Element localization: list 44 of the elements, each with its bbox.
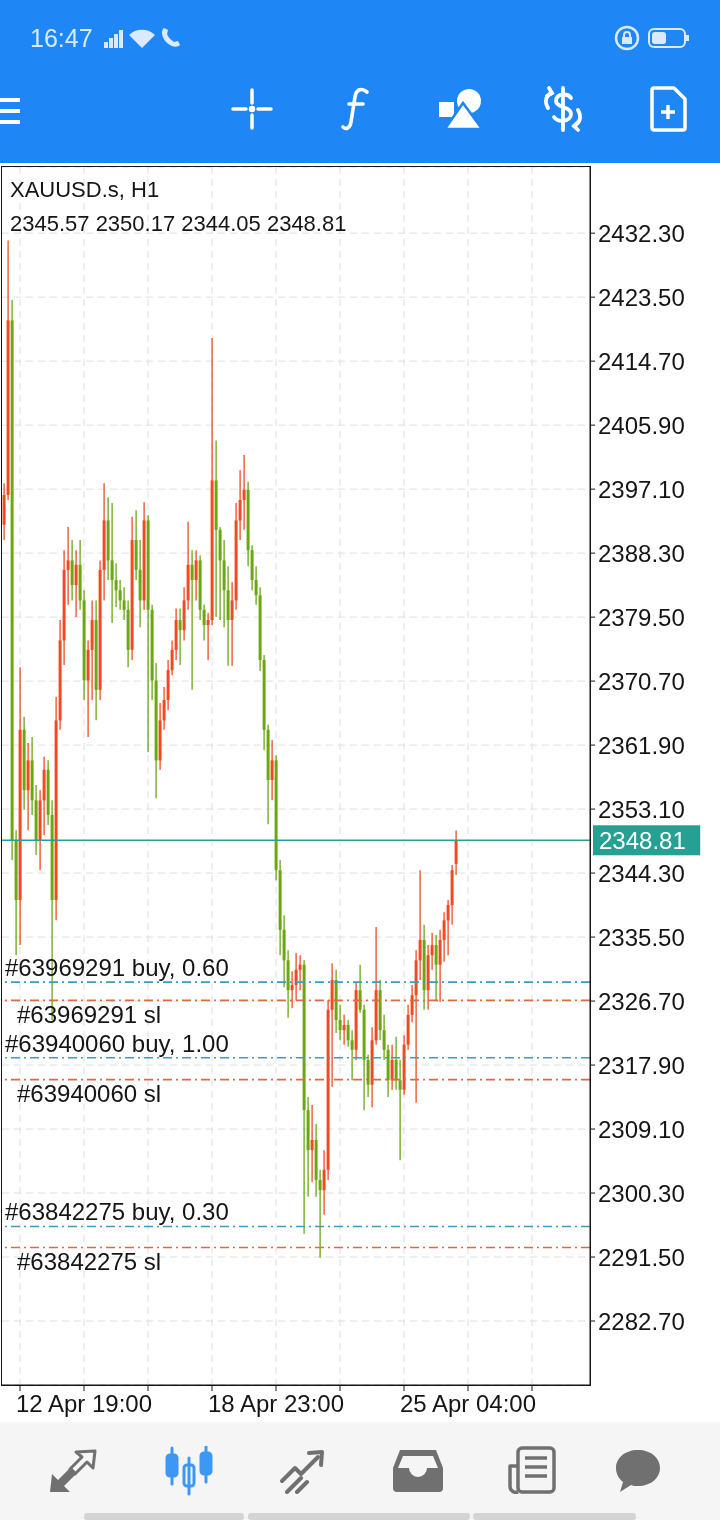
- y-tick-label: 2414.70: [598, 347, 685, 375]
- candlestick: [310, 1104, 314, 1183]
- y-tick-label: 2344.30: [598, 859, 685, 887]
- y-tick-label: 2282.70: [598, 1307, 685, 1335]
- y-tick-label: 2317.90: [598, 1051, 685, 1079]
- y-tick-label: 2335.50: [598, 923, 685, 951]
- candlestick: [434, 934, 438, 1001]
- text: XAUUSD.s, H1: [10, 177, 160, 203]
- candlestick: [190, 549, 194, 691]
- ref-line-label: #63940060 sl: [17, 1079, 162, 1107]
- x-tick-label: 12 Apr 19:00: [15, 1389, 153, 1417]
- y-tick-label: 2353.10: [598, 795, 685, 823]
- y-tick-label: 2379.50: [598, 603, 685, 631]
- y-tick-label: 2309.10: [598, 1115, 685, 1143]
- candlestick: [390, 1044, 394, 1091]
- candlestick: [342, 1014, 346, 1046]
- text: 2345.57 2350.17 2344.05 2348.81: [10, 211, 347, 237]
- text: 16:47: [30, 23, 93, 53]
- y-tick-label: 2291.50: [598, 1243, 685, 1271]
- candlestick: [298, 954, 302, 991]
- ref-line-label: #63940060 buy, 1.00: [5, 1029, 229, 1057]
- candlestick: [270, 739, 274, 802]
- x-tick-label: 18 Apr 23:00: [207, 1389, 345, 1417]
- candlestick: [398, 1059, 402, 1161]
- y-tick-label: 2405.90: [598, 411, 685, 439]
- y-tick-label: 2326.70: [598, 987, 685, 1015]
- candlestick: [110, 502, 114, 624]
- ref-line-label: #63842275 buy, 0.30: [5, 1198, 229, 1226]
- ref-line-label: #63842275 sl: [17, 1247, 162, 1275]
- candlestick: [242, 454, 246, 531]
- y-tick-label: 2397.10: [598, 475, 685, 503]
- y-tick-label: 2388.30: [598, 539, 685, 567]
- candlestick: [178, 607, 182, 666]
- candlestick: [350, 1029, 354, 1081]
- y-tick-label: 2423.50: [598, 283, 685, 311]
- candlestick: [74, 549, 78, 618]
- y-tick-label: 2300.30: [598, 1179, 685, 1207]
- y-tick-label: 2370.70: [598, 667, 685, 695]
- candlestick: [114, 562, 118, 608]
- y-tick-label: 2361.90: [598, 731, 685, 759]
- candlestick: [194, 549, 198, 602]
- x-tick-label: 25 Apr 04:00: [399, 1389, 537, 1417]
- y-tick-label: 2432.30: [598, 219, 685, 247]
- ref-line-label: 2348.81: [599, 826, 686, 854]
